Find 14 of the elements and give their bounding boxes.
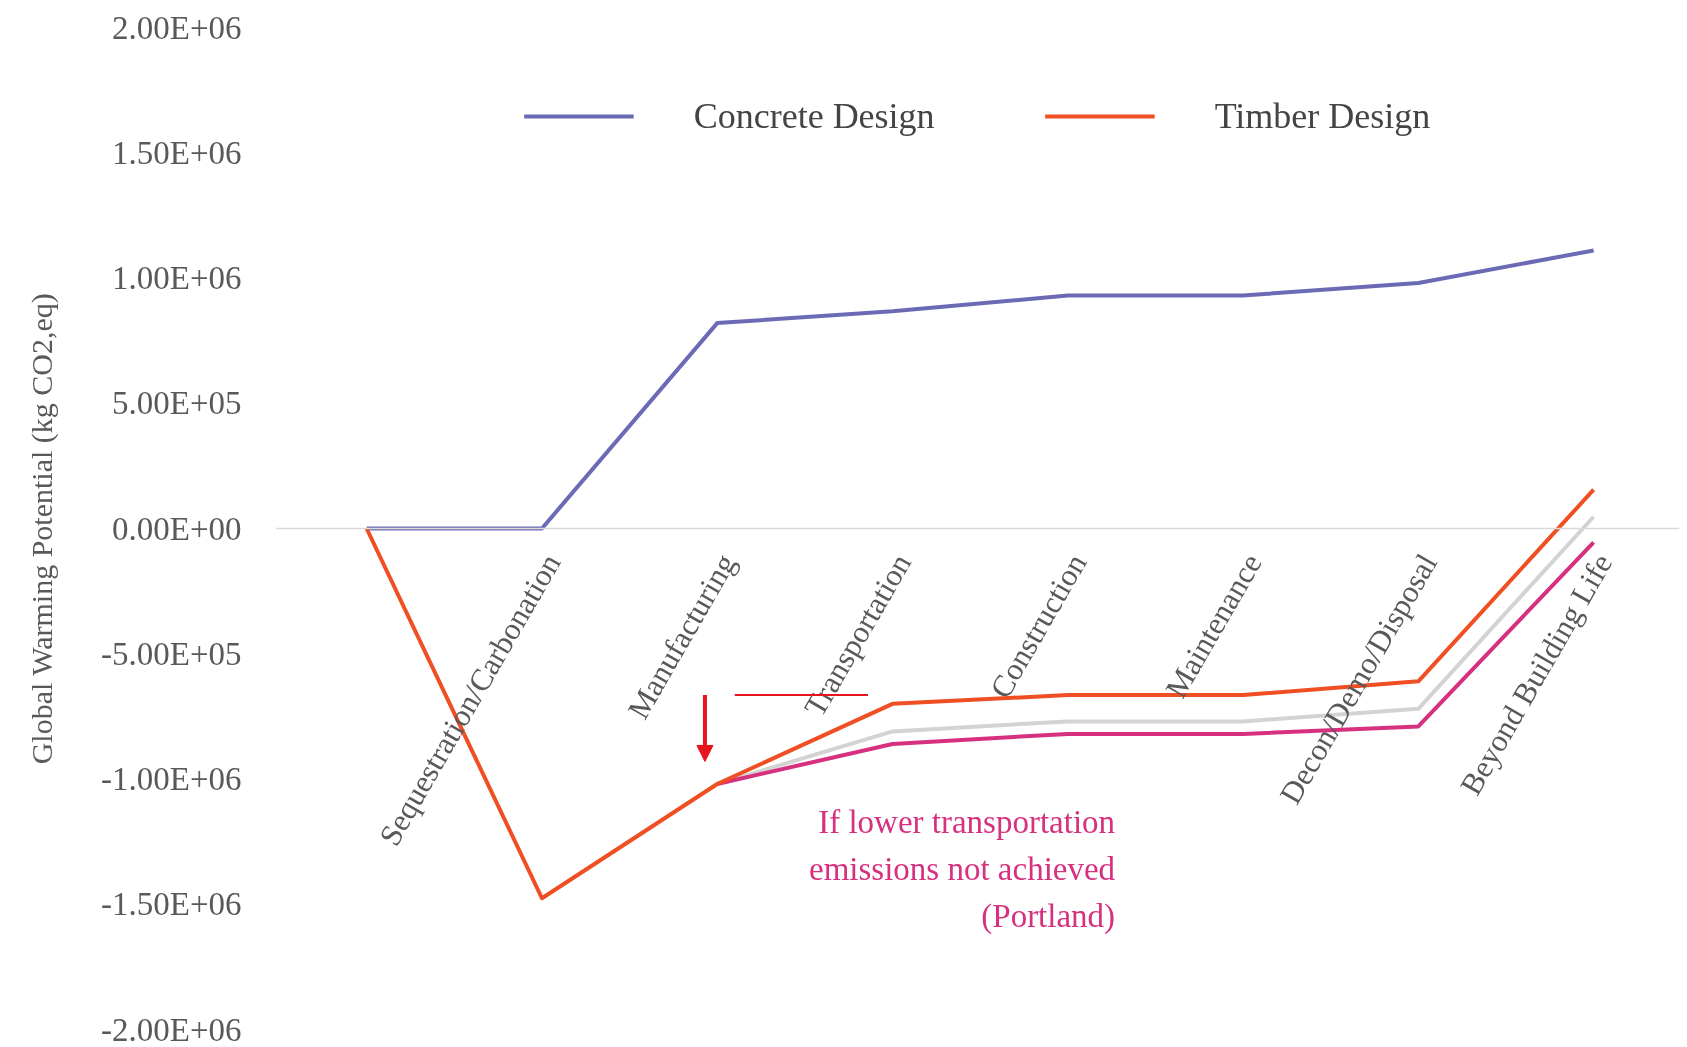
legend-label: Concrete Design bbox=[693, 95, 935, 137]
y-tick-label: 1.00E+06 bbox=[111, 260, 242, 296]
annotation: If lower transportation emissions not achieved (Portland) bbox=[808, 804, 1116, 935]
y-tick-label: 5.00E+05 bbox=[111, 385, 242, 422]
y-tick-label: 0.00E+00 bbox=[111, 510, 242, 547]
line-series bbox=[364, 248, 1596, 531]
y-axis-title: Global Warming Potential (kg CO2,eq) bbox=[24, 293, 59, 765]
y-tick-label: 2.00E+06 bbox=[111, 9, 242, 46]
y-tick-label: 1.50E+06 bbox=[111, 134, 242, 171]
y-tick-label: -1.00E+06 bbox=[100, 761, 242, 797]
y-tick-label: -5.00E+05 bbox=[100, 635, 242, 672]
legend-label: Timber Design bbox=[1214, 95, 1431, 137]
y-tick-label: -2.00E+06 bbox=[100, 1011, 242, 1047]
y-tick-label: -1.50E+06 bbox=[100, 886, 242, 923]
